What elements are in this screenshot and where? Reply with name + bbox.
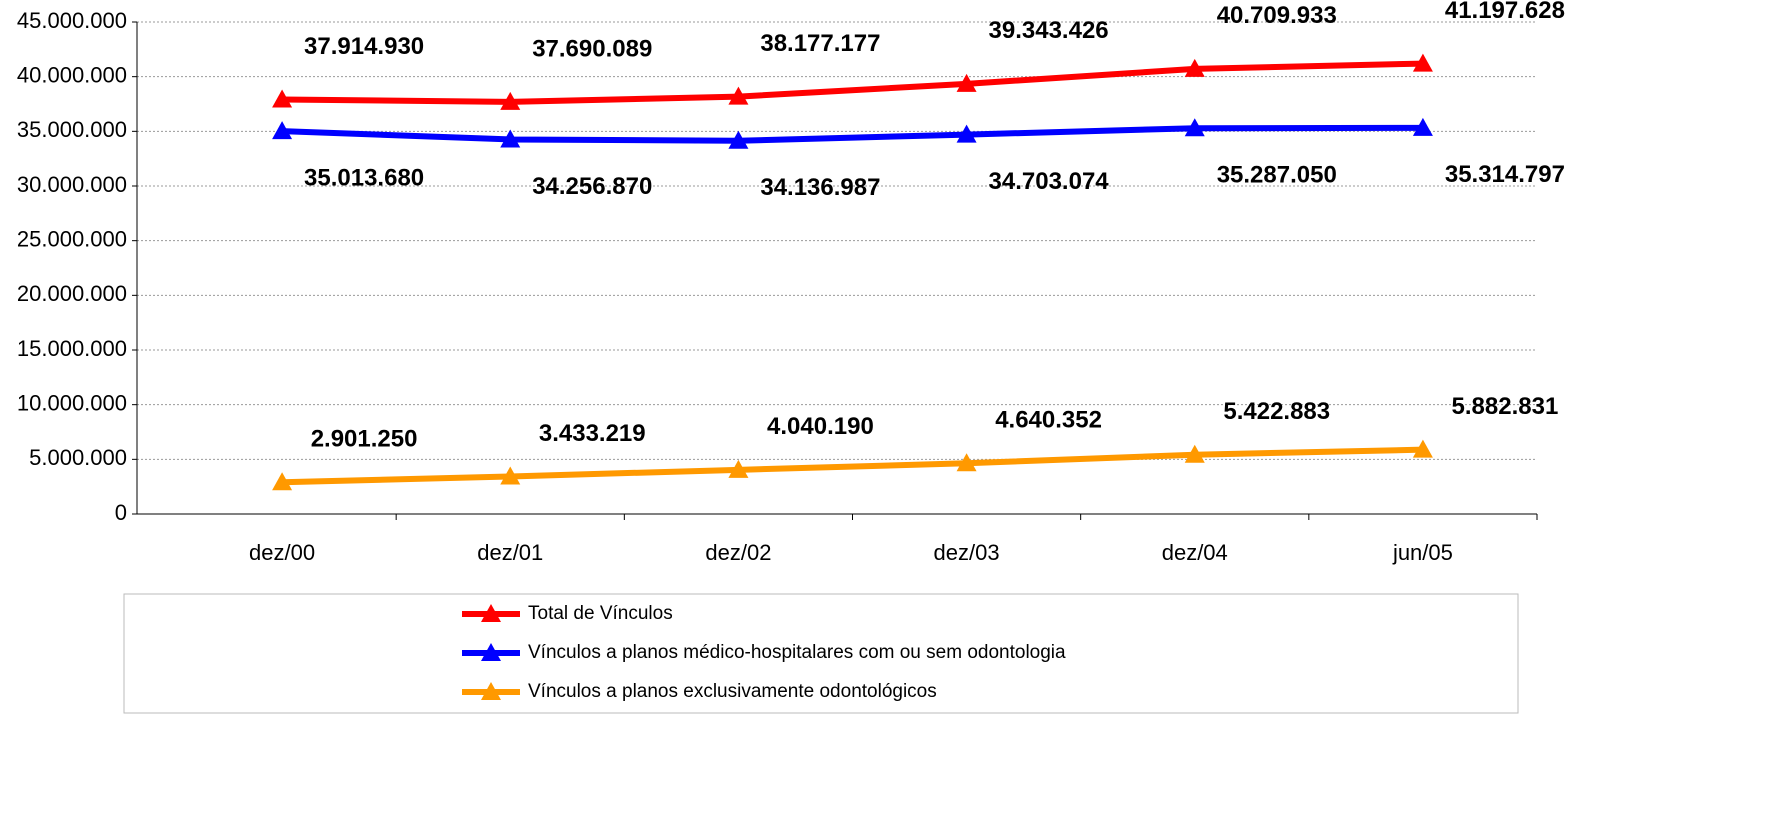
data-label: 35.287.050	[1217, 162, 1337, 189]
legend-box	[123, 593, 1519, 714]
marker	[1412, 439, 1433, 458]
data-label: 39.343.426	[989, 17, 1109, 44]
series-line	[281, 124, 1423, 144]
marker	[500, 129, 521, 148]
data-label: 34.703.074	[989, 168, 1110, 195]
data-label: 41.197.628	[1445, 0, 1565, 24]
marker	[1184, 58, 1205, 77]
y-tick-label: 5.000.000	[29, 445, 127, 470]
data-label: 3.433.219	[539, 420, 646, 447]
marker	[728, 86, 749, 105]
data-label: 37.690.089	[532, 35, 652, 62]
marker	[956, 453, 977, 472]
data-label: 40.709.933	[1217, 2, 1337, 29]
y-tick-label: 35.000.000	[17, 117, 127, 142]
data-label: 34.256.870	[532, 173, 652, 200]
marker	[1412, 117, 1433, 136]
y-tick-label: 30.000.000	[17, 172, 127, 197]
marker	[500, 466, 521, 485]
y-tick-label: 45.000.000	[17, 8, 127, 33]
legend-label: Vínculos a planos médico-hospitalares co…	[528, 642, 1066, 663]
legend-label: Vínculos a planos exclusivamente odontol…	[528, 681, 937, 702]
data-label: 38.177.177	[760, 30, 880, 57]
marker	[1184, 444, 1205, 463]
marker	[500, 91, 521, 110]
marker	[272, 121, 293, 140]
data-label: 37.914.930	[304, 33, 424, 60]
legend-marker	[481, 604, 501, 622]
legend-marker	[481, 643, 501, 661]
x-tick-label: jun/05	[1392, 540, 1453, 565]
data-label: 34.136.987	[760, 174, 880, 201]
y-tick-label: 40.000.000	[17, 62, 127, 87]
x-tick-label: dez/02	[705, 540, 771, 565]
y-tick-label: 20.000.000	[17, 281, 127, 306]
marker	[1412, 53, 1433, 72]
series-line	[282, 446, 1423, 486]
series-line	[282, 60, 1423, 105]
y-tick-label: 25.000.000	[17, 226, 127, 251]
marker	[956, 73, 977, 92]
y-tick-label: 10.000.000	[17, 390, 127, 415]
y-tick-label: 15.000.000	[17, 336, 127, 361]
x-tick-label: dez/00	[249, 540, 315, 565]
data-label: 2.901.250	[311, 426, 418, 453]
data-label: 5.422.883	[1223, 398, 1330, 425]
marker	[1184, 118, 1205, 137]
marker	[728, 130, 749, 149]
data-label: 4.640.352	[995, 407, 1102, 434]
data-label: 4.040.190	[767, 413, 874, 440]
x-tick-label: dez/04	[1162, 540, 1228, 565]
y-tick-label: 0	[115, 500, 127, 525]
data-label: 35.314.797	[1445, 161, 1565, 188]
marker	[272, 472, 293, 491]
marker	[956, 124, 977, 143]
marker	[272, 89, 293, 108]
data-label: 35.013.680	[304, 165, 424, 192]
marker	[728, 459, 749, 478]
data-label: 5.882.831	[1452, 393, 1559, 420]
legend-label: Total de Vínculos	[528, 603, 673, 624]
x-tick-label: dez/01	[477, 540, 543, 565]
legend-marker	[481, 682, 501, 700]
x-tick-label: dez/03	[934, 540, 1000, 565]
